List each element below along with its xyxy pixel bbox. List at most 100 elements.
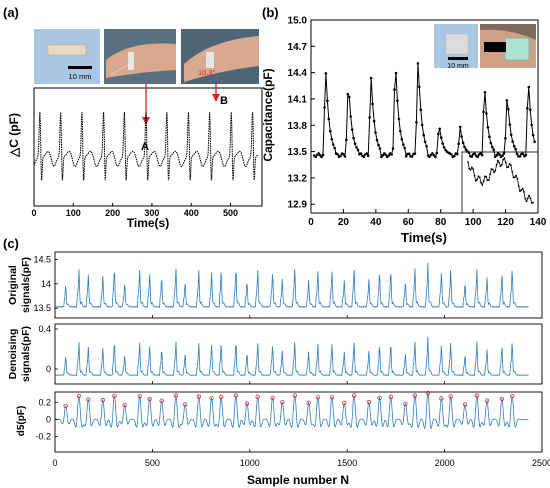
inset-point: [532, 201, 534, 204]
peak-marker: [147, 396, 152, 402]
point-b: [387, 154, 391, 157]
point-b: [492, 148, 496, 151]
point-b: [391, 147, 395, 150]
point-b: [419, 108, 423, 111]
point-b: [353, 142, 357, 146]
y-tick-label-b: 15.0: [288, 16, 308, 27]
point-b: [486, 126, 490, 129]
point-b: [498, 153, 501, 156]
photo-finger-bent: 10.3°: [181, 29, 259, 84]
peak-marker: [342, 400, 347, 406]
point-b: [366, 154, 370, 157]
y-ticks-b: 12.9 13.2 13.5 13.8 14.1 14.4 14.7 15.0: [288, 16, 315, 211]
point-b: [507, 107, 510, 111]
x-ticks-a: 0 100 200 300 400 500: [31, 203, 238, 218]
inset-point: [477, 175, 480, 178]
point-b: [442, 146, 446, 149]
point-b: [512, 144, 516, 148]
x-tick-label-a: 400: [184, 208, 199, 218]
inset-point: [504, 161, 507, 164]
y-tick-label-c3: 0.2: [38, 397, 51, 407]
point-b: [485, 112, 488, 115]
inset-point: [524, 197, 527, 200]
point-b: [345, 138, 348, 142]
point-b: [356, 148, 360, 152]
inset-point: [528, 194, 530, 197]
point-b: [352, 136, 355, 140]
y-tick-label-c1: 13.5: [33, 303, 51, 313]
point-b: [407, 152, 411, 156]
point-b: [518, 155, 522, 158]
y-tick-label-b: 14.1: [288, 94, 308, 105]
panel-label-a: (a): [3, 5, 19, 20]
peak-marker: [484, 398, 490, 403]
peak-marker: [270, 395, 275, 400]
inset-point: [507, 166, 510, 168]
peak-marker: [351, 393, 357, 398]
point-b: [377, 143, 380, 147]
point-b: [320, 155, 323, 159]
inset-point: [502, 158, 504, 161]
point-b: [508, 123, 512, 126]
point-b: [495, 154, 499, 157]
point-b: [323, 106, 326, 109]
point-b: [394, 71, 398, 75]
point-b: [434, 155, 437, 159]
point-b: [460, 135, 463, 138]
peak-marker: [425, 390, 431, 396]
inset-point: [480, 181, 482, 184]
panel-a: 10 mm 10.3° A B 0 100 200 300 400 500 Time(s)…: [7, 29, 263, 230]
y-tick-label-b: 14.4: [288, 68, 308, 79]
point-b: [528, 108, 532, 112]
inset-point: [511, 170, 514, 173]
point-b: [511, 140, 514, 143]
inset-point: [468, 167, 471, 170]
x-tick-label-c: 2000: [435, 458, 455, 468]
peak-marker: [255, 394, 260, 400]
peak-marker: [292, 393, 297, 398]
point-b: [480, 153, 484, 157]
peak-marker: [474, 393, 480, 398]
scale-label-a: 10 mm: [69, 72, 92, 81]
inset-point: [467, 161, 469, 163]
point-b: [329, 129, 332, 133]
x-tick-label-c: 1500: [337, 458, 357, 468]
point-b: [349, 115, 353, 118]
inset-point: [487, 179, 490, 182]
axes-frame-c3: [54, 391, 543, 453]
x-tick-label-c: 1000: [240, 458, 260, 468]
point-b: [467, 151, 471, 154]
panel-label-b: (b): [262, 5, 279, 20]
point-b: [456, 152, 459, 156]
peak-marker: [159, 398, 164, 403]
point-b: [435, 151, 439, 155]
point-b: [418, 85, 421, 89]
inset-point: [474, 179, 477, 182]
inset-trace: [467, 157, 534, 204]
y-tick-label-b: 13.8: [288, 121, 308, 132]
inset-point: [481, 184, 484, 186]
point-b: [457, 142, 461, 146]
y-axis-label-a: △C (pF): [7, 113, 21, 158]
point-b: [423, 140, 427, 144]
inset-point: [515, 174, 517, 177]
inset-point: [495, 163, 498, 166]
peak-marker: [244, 401, 250, 406]
point-b: [473, 152, 477, 155]
panel-b: 10 mm 0 20 40 60 80 100 120 140 12.9 13.2 13.5 13.…: [261, 16, 547, 246]
peak-marker: [448, 394, 453, 399]
point-b: [458, 125, 462, 129]
c2-plot-trace: [54, 336, 529, 377]
photo-sensor-a: 10 mm: [34, 29, 100, 84]
x-ticks-c: 0 500 1000 1500 2000 2500: [52, 315, 550, 468]
series-c1-line: [54, 262, 529, 309]
point-b: [372, 119, 376, 123]
x-tick-label-a: 0: [31, 208, 36, 218]
point-b: [425, 145, 428, 148]
inset-point: [520, 189, 523, 192]
point-b: [482, 110, 485, 114]
x-tick-label-b: 80: [435, 217, 447, 228]
point-b: [527, 85, 531, 89]
inset-point: [525, 200, 528, 203]
